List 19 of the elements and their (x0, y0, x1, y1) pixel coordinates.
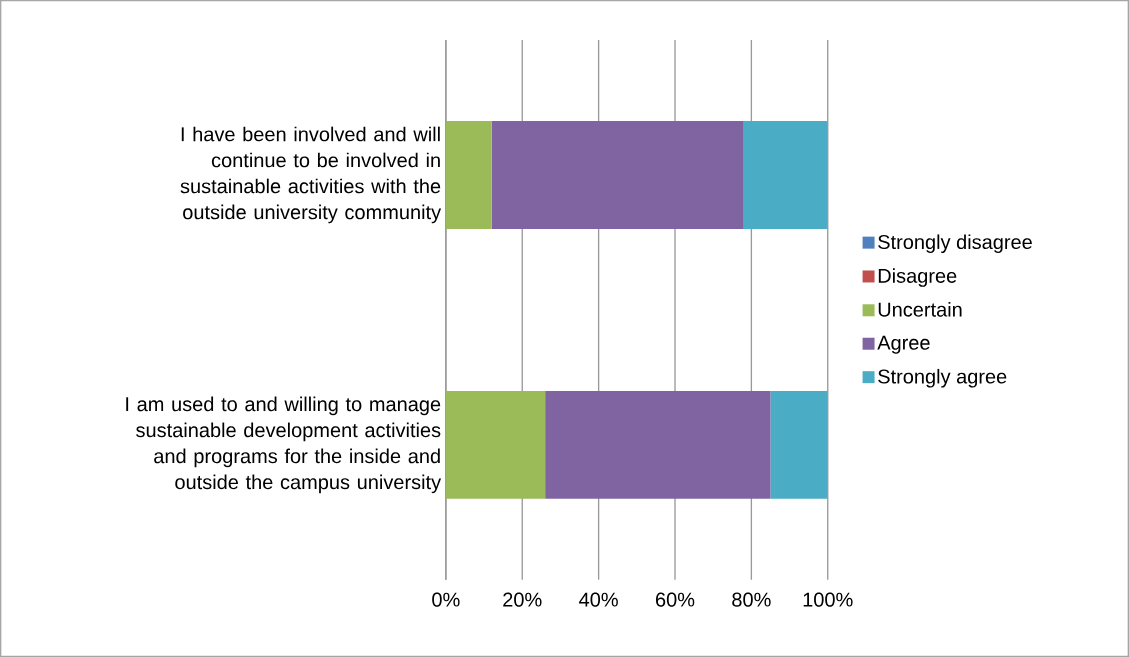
bar (770, 390, 828, 499)
x-tick-label: 60% (656, 592, 695, 607)
x-tick-label: 80% (732, 592, 771, 607)
x-tick-label: 100% (803, 592, 853, 607)
bar (545, 390, 771, 499)
x-tick-label: 20% (503, 592, 542, 607)
bar (445, 390, 546, 499)
legend-label: Strongly agree (878, 368, 1007, 388)
legend-label: Uncertain (878, 301, 962, 317)
legend-label: Strongly disagree (878, 234, 1032, 253)
legend-label: Disagree (878, 268, 957, 287)
y-tick-label: I am used to and willing to manage sustainable development activities and programs for the inside and outside the campus university (126, 396, 442, 494)
bar (743, 120, 828, 229)
legend-label: Agree (877, 335, 930, 354)
y-tick-label: I have been involved and will continue to be involved in sustainable activities with the outside university community (180, 126, 442, 224)
x-tick-label: 40% (579, 592, 618, 607)
x-tick-label: 0% (432, 592, 460, 607)
bar (491, 120, 744, 229)
bar (445, 120, 492, 229)
